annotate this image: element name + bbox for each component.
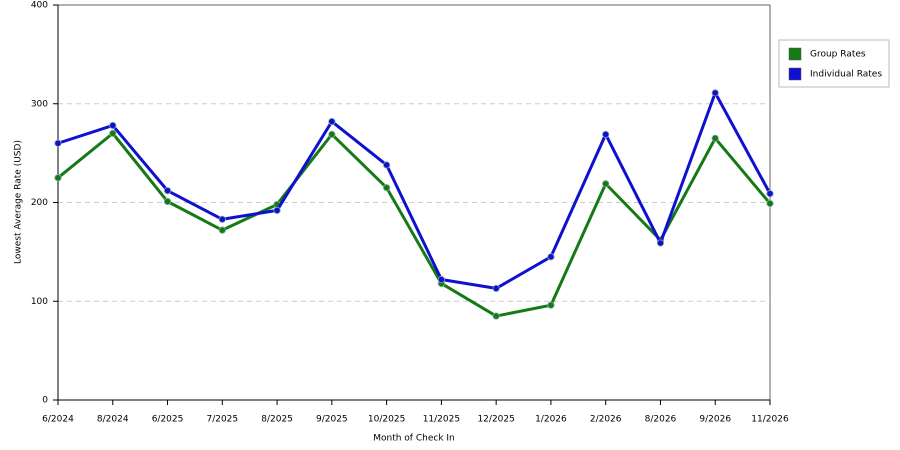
- series-line: [57, 131, 772, 318]
- y-tick-label: 300: [31, 99, 48, 109]
- legend-swatch: [788, 67, 802, 81]
- x-tick-label: 12/2025: [477, 415, 514, 425]
- data-point: [218, 215, 226, 223]
- y-tick-label: 100: [31, 297, 48, 307]
- data-point: [218, 226, 226, 234]
- x-tick-label: 11/2026: [751, 415, 789, 425]
- x-tick-label: 8/2025: [261, 415, 293, 425]
- x-tick-label: 9/2026: [699, 415, 731, 425]
- y-tick-label: 200: [31, 198, 48, 208]
- data-point: [273, 206, 281, 214]
- x-tick-label: 8/2026: [645, 415, 677, 425]
- x-tick-label: 10/2025: [368, 415, 405, 425]
- legend-label: Group Rates: [810, 50, 866, 60]
- y-tick-label: 400: [31, 1, 48, 11]
- data-point: [383, 184, 391, 192]
- y-axis-label: Lowest Average Rate (USD): [14, 140, 24, 264]
- x-tick-label: 2/2026: [590, 415, 622, 425]
- data-point: [602, 180, 610, 188]
- x-tick-label: 1/2026: [535, 415, 567, 425]
- data-point: [547, 253, 555, 261]
- legend-swatch: [788, 47, 802, 61]
- data-point: [492, 312, 500, 320]
- data-point: [656, 239, 665, 247]
- data-point: [109, 129, 117, 137]
- data-point: [602, 130, 610, 138]
- data-point: [766, 199, 774, 208]
- x-tick-label: 7/2025: [206, 415, 238, 425]
- data-point: [492, 284, 500, 293]
- y-tick-label: 0: [42, 396, 48, 406]
- data-point: [109, 121, 117, 130]
- data-point: [54, 174, 62, 182]
- x-tick-label: 11/2025: [423, 415, 460, 425]
- series-line: [57, 91, 772, 290]
- legend-label: Individual Rates: [810, 70, 882, 80]
- data-point: [383, 161, 391, 169]
- x-axis-label: Month of Check In: [373, 434, 455, 444]
- data-point: [711, 89, 719, 97]
- data-point: [766, 190, 774, 198]
- data-point: [328, 117, 336, 126]
- data-point: [54, 139, 62, 147]
- data-point: [711, 134, 719, 142]
- x-tick-label: 6/2025: [152, 415, 184, 425]
- x-tick-label: 6/2024: [42, 415, 74, 425]
- data-point: [437, 275, 445, 284]
- x-tick-label: 8/2024: [97, 415, 129, 425]
- data-point: [547, 301, 555, 309]
- data-point: [328, 130, 336, 138]
- x-tick-label: 9/2025: [316, 415, 348, 425]
- data-point: [163, 197, 172, 206]
- data-point: [163, 187, 172, 195]
